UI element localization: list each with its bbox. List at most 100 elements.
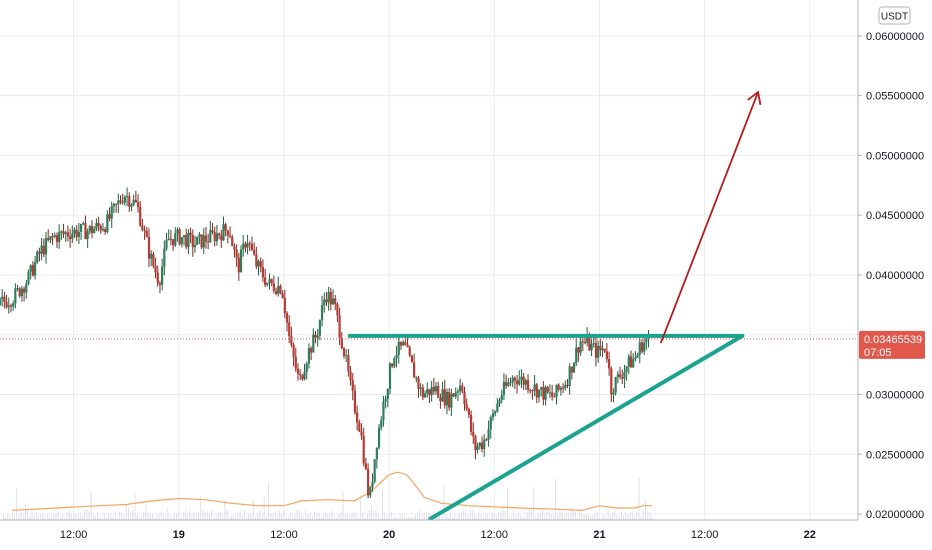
candle-down — [283, 298, 286, 314]
candle-up — [597, 345, 600, 358]
candle-up — [614, 377, 617, 393]
candle-down — [47, 238, 50, 240]
candle-up — [612, 392, 615, 395]
candle-down — [139, 206, 142, 226]
candle-down — [250, 243, 254, 250]
candle-up — [491, 413, 495, 418]
candle-down — [406, 344, 409, 348]
candle-down — [248, 243, 251, 245]
candle-up — [49, 236, 52, 240]
candle-down — [191, 235, 194, 248]
candle-down — [226, 230, 229, 236]
candle-down — [325, 299, 328, 303]
candle-up — [369, 487, 372, 496]
candle-up — [645, 339, 648, 343]
candle-up — [305, 363, 308, 373]
candle-down — [233, 245, 236, 250]
price-axis-tick-label: 0.03000000 — [866, 389, 924, 401]
candle-down — [599, 345, 602, 351]
candle-up — [101, 229, 105, 231]
candle-down — [261, 267, 265, 278]
candle-up — [176, 229, 179, 234]
candle-down — [347, 355, 350, 372]
candle-down — [410, 355, 414, 363]
candle-down — [581, 341, 584, 343]
candle-up — [239, 249, 243, 273]
candle-down — [152, 253, 155, 267]
candle-down — [156, 272, 159, 284]
candle-up — [377, 427, 381, 448]
time-axis-tick-label: 19 — [173, 529, 185, 541]
candle-up — [568, 366, 571, 386]
time-axis[interactable] — [0, 520, 858, 550]
candle-down — [366, 468, 370, 496]
candle-up — [174, 233, 177, 246]
candle-down — [618, 374, 622, 378]
candle-down — [224, 224, 227, 231]
candle-down — [51, 236, 54, 238]
candle-up — [388, 363, 392, 389]
candle-up — [478, 442, 481, 447]
candle-up — [638, 342, 641, 355]
candle-down — [18, 288, 21, 297]
currency-badge[interactable] — [878, 6, 911, 25]
candle-down — [147, 236, 151, 259]
candle-down — [294, 356, 297, 369]
candle-down — [467, 408, 470, 415]
candle-up — [511, 377, 514, 383]
candle-down — [75, 229, 78, 238]
time-axis-labels: 12:00 19 12:00 20 12:00 21 12:00 22 — [60, 529, 816, 541]
candle-up — [559, 387, 562, 390]
candle-down — [570, 366, 573, 373]
candle-up — [60, 231, 63, 233]
candle-up — [632, 358, 635, 368]
candle-up — [430, 386, 433, 396]
candle-up — [419, 387, 422, 389]
candle-up — [266, 282, 269, 285]
candle-down — [231, 236, 234, 246]
candle-up — [303, 372, 306, 380]
candle-up — [93, 228, 96, 233]
candle-down — [288, 322, 291, 337]
candle-down — [5, 302, 8, 308]
candle-down — [391, 363, 394, 367]
candle-down — [452, 393, 455, 397]
candle-down — [561, 387, 565, 389]
candle-down — [551, 392, 554, 397]
projection-arrow[interactable] — [659, 91, 759, 344]
candle-up — [483, 439, 486, 450]
candle-up — [375, 447, 378, 460]
drawings[interactable] — [347, 90, 762, 521]
candle-up — [371, 481, 374, 488]
candle-down — [522, 376, 525, 385]
candle-down — [404, 342, 407, 345]
candle-up — [323, 299, 326, 306]
candle-down — [301, 375, 304, 380]
candle-down — [480, 442, 484, 450]
candle-up — [327, 292, 330, 303]
candle-down — [505, 382, 508, 386]
candle-up — [487, 429, 490, 440]
candle-up — [33, 262, 37, 276]
candle-down — [281, 293, 284, 299]
candle-up — [198, 234, 201, 237]
candle-down — [463, 391, 466, 405]
candle-down — [158, 283, 162, 285]
price-axis[interactable] — [858, 0, 932, 550]
support-trendline[interactable] — [428, 333, 745, 521]
candle-down — [605, 351, 609, 360]
candle-up — [384, 398, 387, 402]
candle-up — [307, 348, 311, 364]
candle-up — [58, 231, 61, 242]
candle-up — [123, 196, 126, 203]
candle-up — [0, 298, 2, 305]
candle-up — [590, 343, 593, 351]
candle-down — [84, 223, 87, 240]
price-axis-tick-label: 0.04500000 — [866, 210, 924, 222]
candle-down — [211, 230, 214, 233]
candle-down — [200, 234, 203, 248]
candle-up — [277, 285, 280, 294]
candle-up — [95, 223, 98, 229]
candle-down — [228, 235, 232, 237]
